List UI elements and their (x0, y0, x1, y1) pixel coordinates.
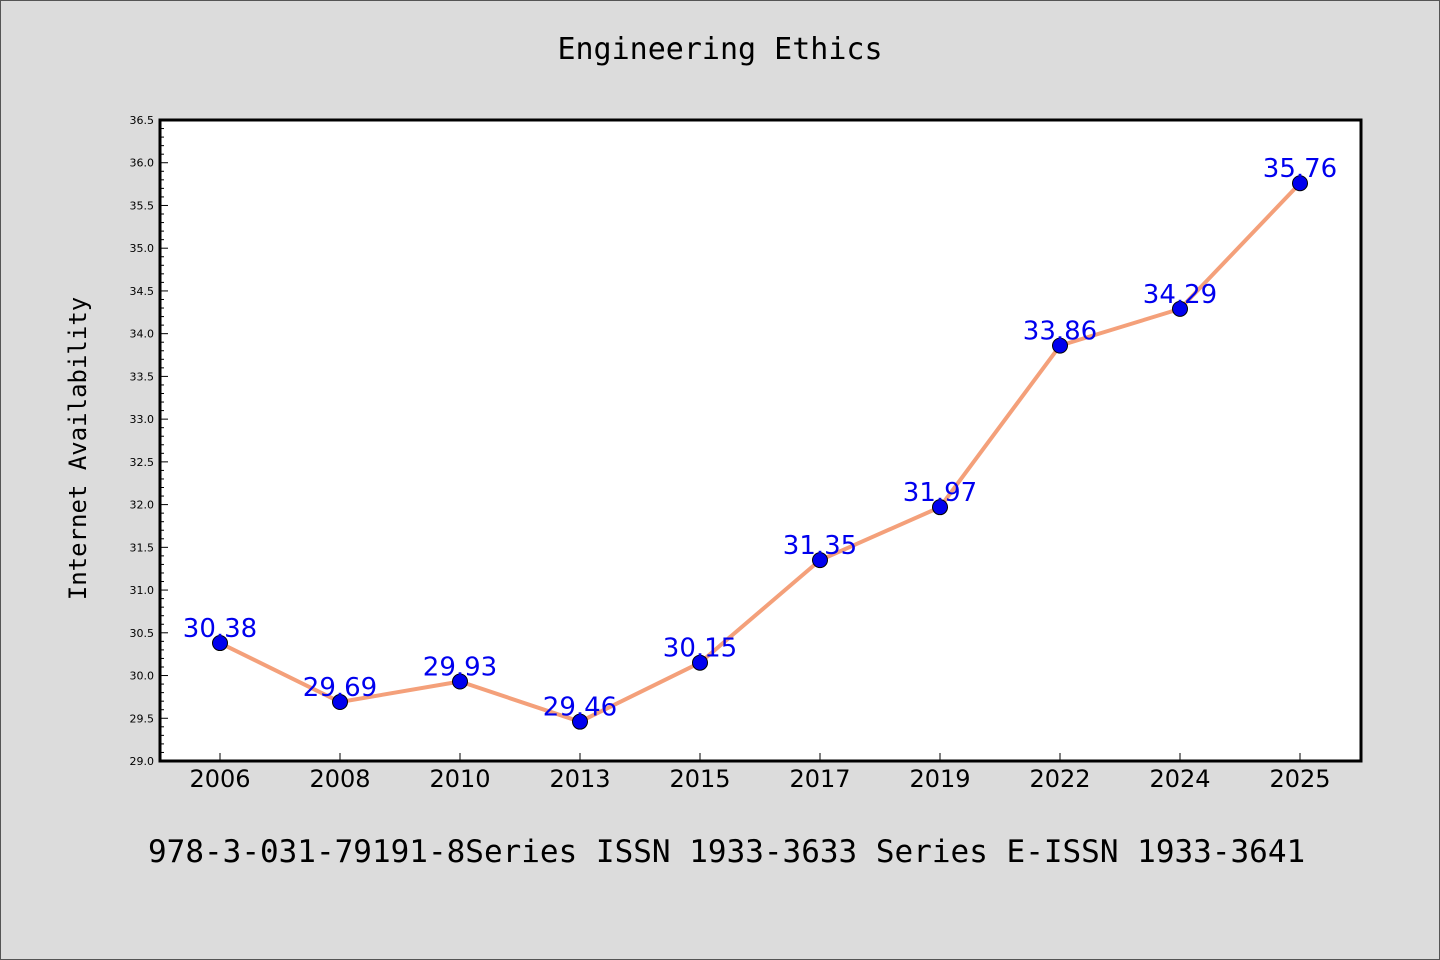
y-tick-label: 31.0 (130, 584, 155, 597)
y-tick-label: 36.5 (130, 114, 155, 127)
data-label: 29.46 (543, 693, 617, 723)
y-tick-label: 30.0 (130, 670, 155, 683)
data-point (332, 694, 348, 711)
y-tick-label: 34.0 (130, 328, 155, 341)
x-axis: 2006 2008 2010 2013 2015 2017 2019 2022 2024 2025 (189, 753, 1331, 793)
footer-isbn-text: 978-3-031-79191-8Series ISSN 1933-3633 S… (148, 834, 1306, 870)
data-point (1292, 175, 1308, 192)
data-point (932, 499, 948, 516)
x-tick-label: 2022 (1029, 765, 1090, 793)
x-tick-label: 2025 (1269, 765, 1330, 793)
x-tick-label: 2013 (549, 765, 610, 793)
y-tick-label: 33.5 (130, 370, 155, 383)
x-tick-label: 2010 (429, 765, 490, 793)
data-label: 31.97 (903, 478, 977, 508)
data-point (812, 552, 828, 569)
y-tick-label: 29.5 (130, 712, 155, 725)
y-tick-label: 34.5 (130, 285, 155, 298)
y-axis-label: Internet Availability (64, 297, 92, 600)
plot-background (160, 120, 1361, 761)
y-tick-label: 31.5 (130, 541, 155, 554)
y-tick-label: 32.0 (130, 499, 155, 512)
x-tick-label: 2008 (309, 765, 370, 793)
y-tick-label: 36.0 (130, 157, 155, 170)
data-label: 31.35 (783, 531, 857, 561)
y-tick-label: 29.0 (130, 755, 155, 768)
series-line (219, 181, 1302, 724)
data-label: 30.38 (183, 614, 257, 644)
y-tick-label: 35.0 (130, 242, 155, 255)
data-label: 35.76 (1263, 154, 1337, 184)
data-point (692, 654, 708, 671)
data-label: 33.86 (1023, 317, 1097, 347)
data-label: 30.15 (663, 634, 737, 664)
data-point (452, 673, 468, 690)
y-tick-label: 35.5 (130, 199, 155, 212)
data-point (1172, 300, 1188, 317)
x-tick-label: 2024 (1149, 765, 1210, 793)
plot-border (158, 118, 1363, 763)
series-line-group: 30.38 29.69 29.93 29.46 30.15 31.35 31.97 33.86… (183, 154, 1337, 730)
x-tick-label: 2019 (909, 765, 970, 793)
y-axis: 29.0 29.5 30.0 30.5 31.0 31.5 32.0 32.5 33.0 33.5… (130, 114, 168, 768)
y-tick-label: 30.5 (130, 627, 155, 640)
x-tick-label: 2006 (189, 765, 250, 793)
data-point (212, 635, 228, 652)
x-tick-label: 2017 (789, 765, 850, 793)
data-label: 29.93 (423, 653, 497, 683)
data-point (1052, 337, 1068, 354)
chart-title: Engineering Ethics (557, 32, 883, 67)
y-tick-label: 33.0 (130, 413, 155, 426)
x-tick-label: 2015 (669, 765, 730, 793)
data-label: 29.69 (303, 673, 377, 703)
data-label: 34.29 (1143, 280, 1217, 310)
y-tick-label: 32.5 (130, 456, 155, 469)
data-point (572, 713, 588, 730)
